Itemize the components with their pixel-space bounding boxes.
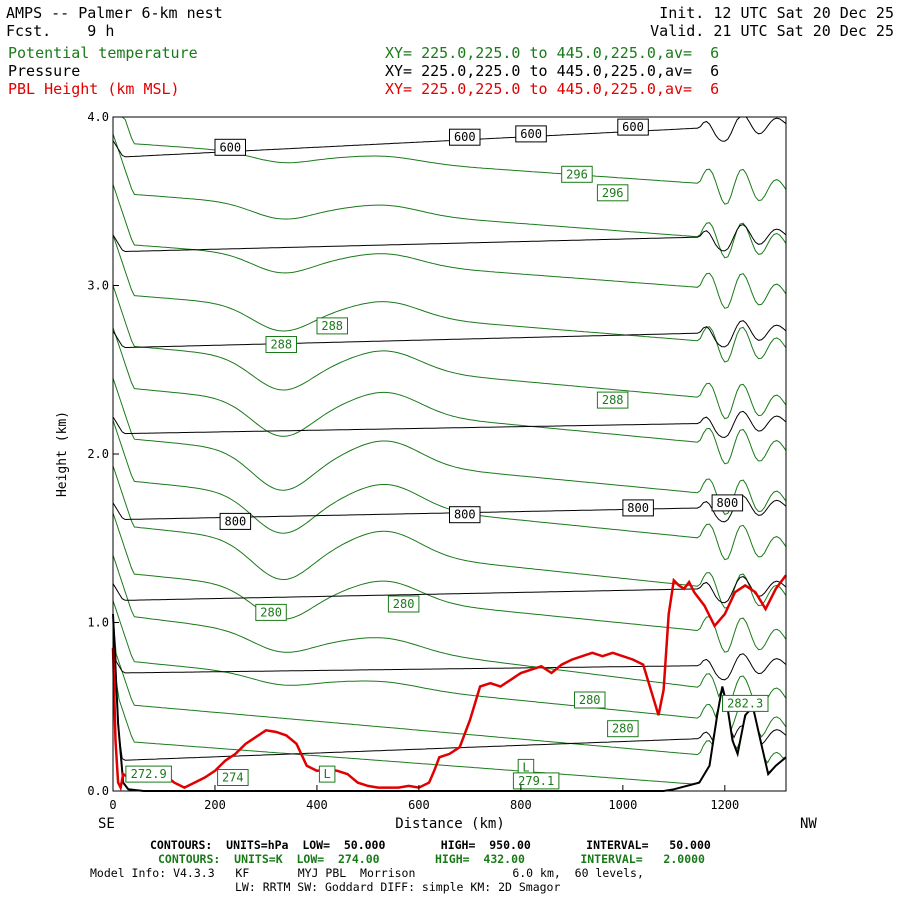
contour-label: 280 xyxy=(393,597,415,611)
forecast-hour: Fcst. 9 h xyxy=(6,22,115,40)
contour-label-box xyxy=(318,765,336,783)
field-pressure-xy: XY= 225.0,225.0 to 445.0,225.0,av= 6 xyxy=(385,62,720,80)
contour-label-box xyxy=(617,118,649,136)
x-axis-left-end: SE xyxy=(98,816,115,832)
contour-label: 280 xyxy=(612,722,634,736)
contour-label: 600 xyxy=(622,120,644,134)
x-tick-label: 400 xyxy=(306,798,328,812)
contour-label-box xyxy=(449,506,481,524)
contour-label: 279.1 xyxy=(518,774,554,788)
contour-label-box xyxy=(255,603,287,621)
contour-label: L xyxy=(323,767,330,781)
field-theta-xy: XY= 225.0,225.0 to 445.0,225.0,av= 6 xyxy=(385,44,720,62)
pressure-isobar xyxy=(112,614,787,681)
contour-label: 600 xyxy=(454,130,476,144)
footer-theta-contours: CONTOURS: UNITS=K LOW= 274.00 HIGH= 432.… xyxy=(158,852,705,866)
contour-label-box xyxy=(265,336,297,353)
y-tick-label: 0.0 xyxy=(87,784,109,798)
contour-label: 600 xyxy=(219,140,241,154)
contour-label: 800 xyxy=(627,501,649,515)
y-tick-label: 1.0 xyxy=(87,616,109,630)
contour-label: 274 xyxy=(222,771,244,785)
chart-title: AMPS -- Palmer 6-km nest xyxy=(6,4,223,22)
contour-label: L xyxy=(522,760,529,774)
x-tick-label: 600 xyxy=(408,798,430,812)
field-pbl-name: PBL Height (km MSL) xyxy=(8,80,180,98)
pressure-isobar xyxy=(112,224,787,253)
contour-label-box xyxy=(711,494,744,512)
x-tick-label: 200 xyxy=(204,798,226,812)
contour-label-box xyxy=(722,694,769,712)
pressure-isobar xyxy=(112,614,787,761)
footer-physics-info: LW: RRTM SW: Goddard DIFF: simple KM: 2D… xyxy=(235,880,561,894)
contour-label: 282.3 xyxy=(727,696,763,710)
contour-label-box xyxy=(219,512,252,530)
contour-label: 800 xyxy=(454,508,476,522)
x-tick-label: 0 xyxy=(109,798,116,812)
contour-label: 288 xyxy=(321,319,343,333)
pressure-isobar xyxy=(112,576,787,604)
x-tick-label: 1000 xyxy=(608,798,637,812)
y-tick-label: 4.0 xyxy=(87,110,109,124)
contour-label: 280 xyxy=(260,605,282,619)
theta-isentrope xyxy=(112,327,787,465)
footer-pressure-contours: CONTOURS: UNITS=hPa LOW= 50.000 HIGH= 95… xyxy=(150,838,711,852)
x-tick-label: 1200 xyxy=(710,798,739,812)
pressure-isobar xyxy=(112,410,787,438)
contour-label: 296 xyxy=(566,167,588,181)
contour-label: 800 xyxy=(225,514,247,528)
theta-isentrope xyxy=(112,378,787,515)
contour-label: 288 xyxy=(270,338,292,352)
contour-label-box xyxy=(622,499,654,517)
field-pressure-name: Pressure xyxy=(8,62,81,80)
theta-isentrope xyxy=(112,614,787,785)
theta-isentrope xyxy=(112,133,787,259)
y-axis-label: Height (km) xyxy=(55,411,70,497)
contour-label-box xyxy=(316,317,348,335)
contour-label: 800 xyxy=(717,496,739,510)
theta-isentrope xyxy=(112,614,787,764)
y-tick-label: 2.0 xyxy=(87,447,109,461)
contour-label-box xyxy=(387,595,420,613)
y-tick-label: 3.0 xyxy=(87,279,109,293)
valid-time: Valid. 21 UTC Sat 20 Dec 25 xyxy=(650,22,894,40)
pressure-isobar xyxy=(112,320,787,348)
contour-label: 296 xyxy=(602,186,624,200)
contour-label: 288 xyxy=(602,393,624,407)
contour-label-box xyxy=(515,125,547,143)
x-axis-label: Distance (km) xyxy=(395,816,505,832)
pbl-height-line xyxy=(111,574,787,792)
contour-label-box xyxy=(449,128,481,146)
contour-label-box xyxy=(561,165,593,183)
x-axis-right-end: NW xyxy=(800,816,817,832)
footer-model-info: Model Info: V4.3.3 KF MYJ PBL Morrison 6… xyxy=(90,866,644,880)
theta-isentrope xyxy=(112,512,787,653)
plot-frame xyxy=(112,116,787,792)
field-pbl-xy: XY= 225.0,225.0 to 445.0,225.0,av= 6 xyxy=(385,80,720,98)
contour-label-box xyxy=(596,391,629,409)
contour-label: 600 xyxy=(520,127,542,141)
theta-isentrope xyxy=(112,285,787,420)
theta-isentrope xyxy=(112,184,787,309)
contour-label-box xyxy=(217,769,249,786)
contour-label-box xyxy=(574,691,606,709)
theta-isentrope xyxy=(112,554,787,711)
init-time: Init. 12 UTC Sat 20 Dec 25 xyxy=(659,4,894,22)
contour-label-box xyxy=(596,184,629,202)
theta-isentrope xyxy=(112,234,787,363)
contour-label-box xyxy=(214,138,246,156)
field-theta-name: Potential temperature xyxy=(8,44,198,62)
x-tick-label: 800 xyxy=(510,798,532,812)
contour-label-box xyxy=(512,772,560,790)
terrain-profile xyxy=(112,614,787,792)
contour-label: 272.9 xyxy=(131,767,167,781)
contour-label-box xyxy=(125,765,172,783)
contour-label: 280 xyxy=(579,693,601,707)
contour-label-box xyxy=(607,720,639,738)
